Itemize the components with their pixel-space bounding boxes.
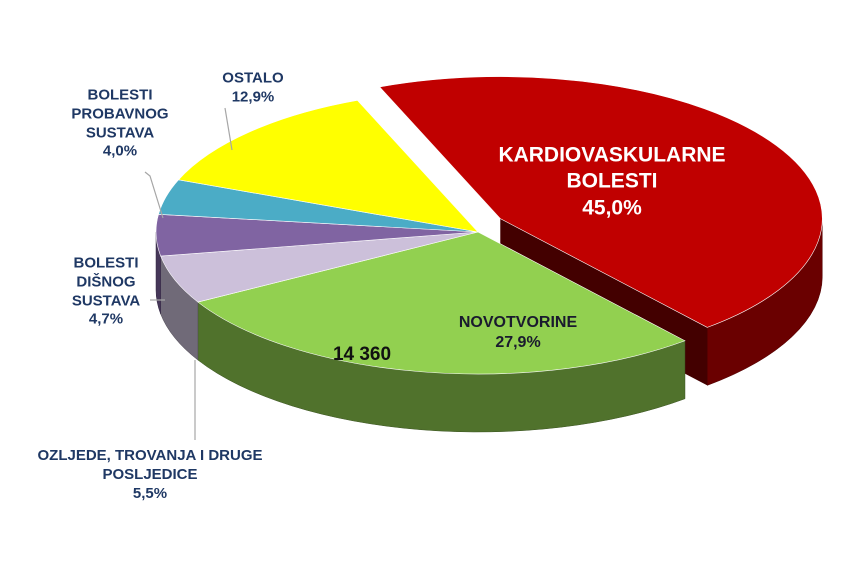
category-label: OZLJEDE, TROVANJA I DRUGE POSLJEDICE xyxy=(37,446,263,483)
slice-label: BOLESTI PROBAVNOG SUSTAVA 4,0% xyxy=(65,87,175,162)
slice xyxy=(379,76,823,328)
value-label: 5,5% xyxy=(132,484,168,502)
leader-line xyxy=(144,171,164,219)
category-label: OSTALO xyxy=(222,69,284,87)
slice-label: BOLESTI DIŠNOG SUSTAVA 4,7% xyxy=(56,255,156,330)
category-label: BOLESTI PROBAVNOG SUSTAVA xyxy=(71,86,169,142)
value-label: 45,0% xyxy=(582,196,642,220)
value-label: 4,7% xyxy=(88,310,124,328)
leader-line xyxy=(224,107,233,151)
category-label: KARDIOVASKULARNE BOLESTI xyxy=(498,143,726,193)
category-label: BOLESTI DIŠNOG SUSTAVA xyxy=(71,254,141,310)
slice-label: OSTALO 12,9% xyxy=(203,69,303,107)
slice-label: OZLJEDE, TROVANJA I DRUGE POSLJEDICE 5,5% xyxy=(30,447,270,503)
annotation: 14 360 xyxy=(332,344,392,366)
slice-label: NOVOTVORINE 27,9% xyxy=(418,313,618,353)
value-label: 27,9% xyxy=(495,334,541,351)
category-label: NOVOTVORINE xyxy=(458,314,578,331)
value-label: 4,0% xyxy=(102,142,138,160)
slice xyxy=(177,100,479,233)
slice xyxy=(197,231,686,375)
slice-label: KARDIOVASKULARNE BOLESTI 45,0% xyxy=(472,143,752,222)
value-label: 12,9% xyxy=(231,88,275,105)
